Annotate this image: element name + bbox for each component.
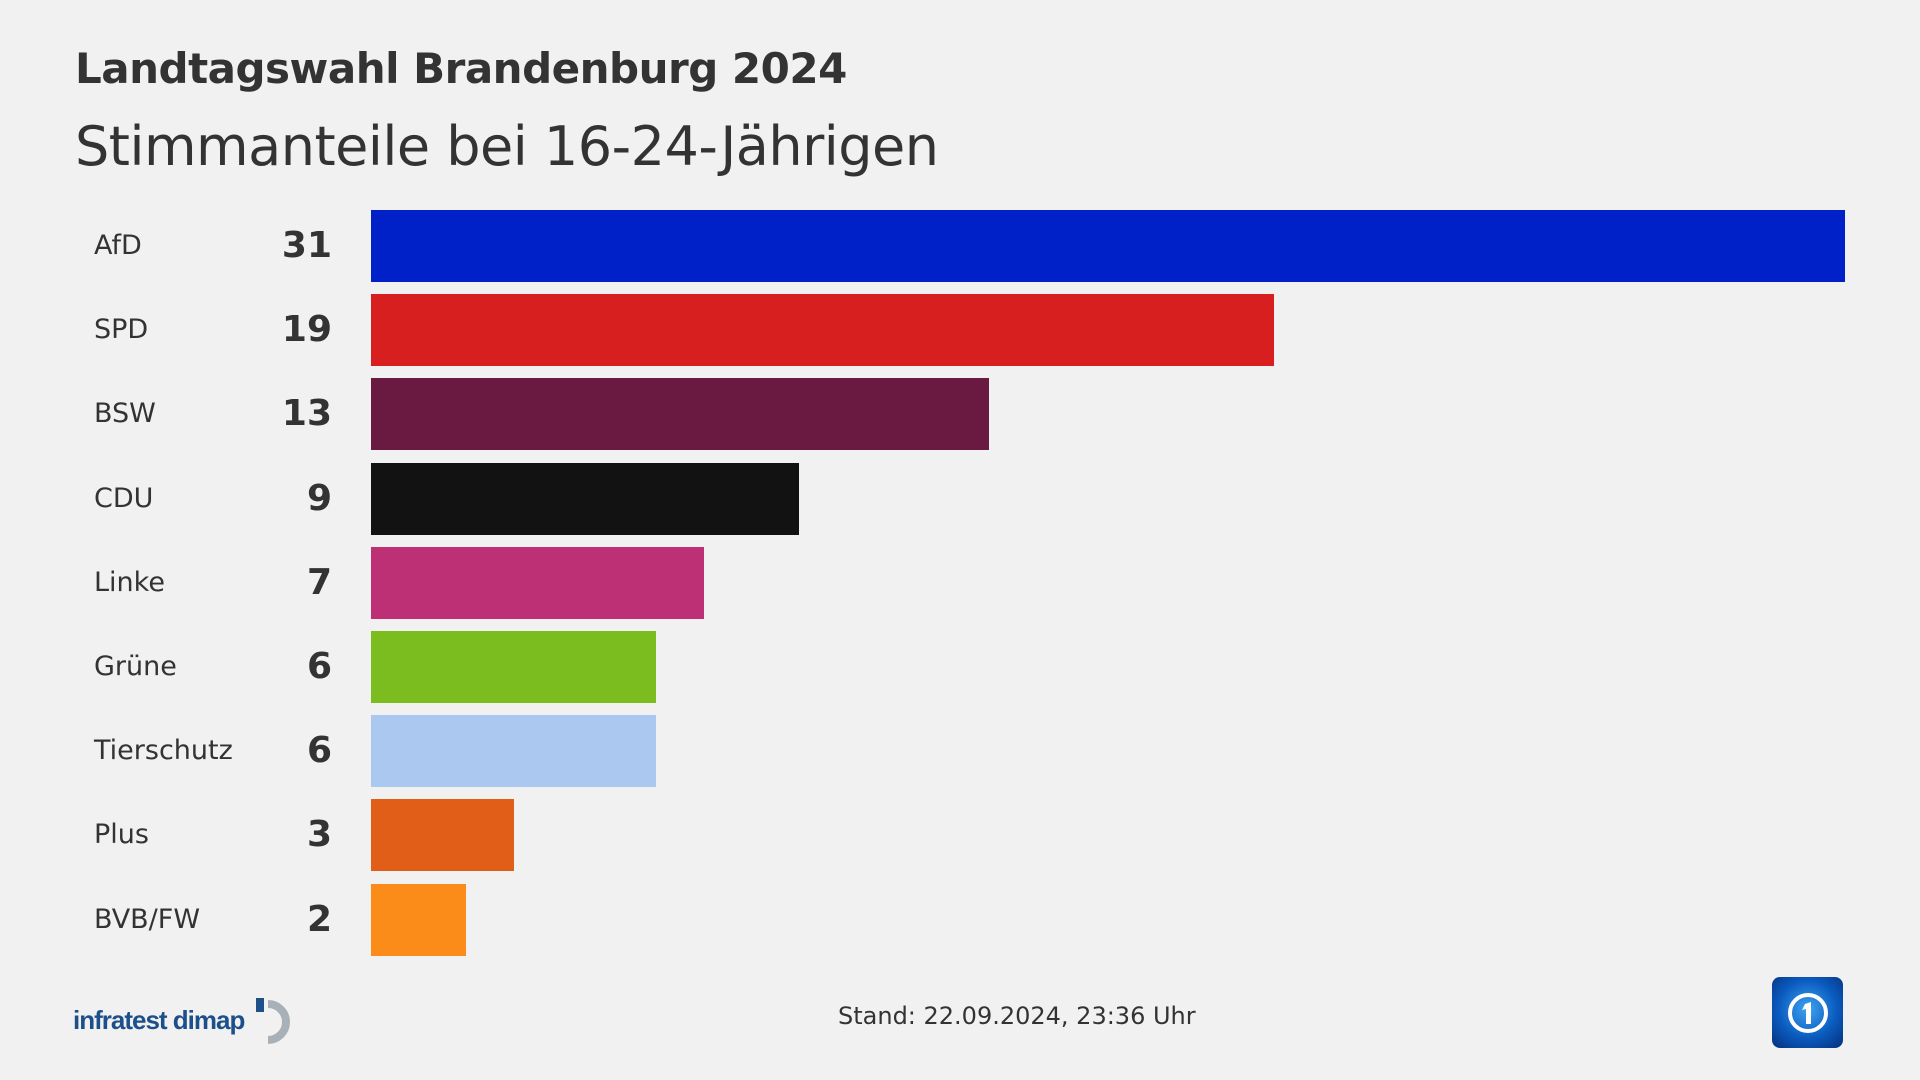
bar-linke [371,546,704,619]
bar-cdu [371,462,799,535]
value-label: 9 [306,477,332,519]
infratest-dimap-icon [256,998,291,1044]
chart-title: Landtagswahl Brandenburg 2024 [75,44,847,93]
category-label: CDU [94,482,154,514]
bar-spd [371,294,1275,367]
category-label: SPD [94,314,149,346]
bar-tierschutz [371,715,657,788]
infratest-dimap-logo: infratest dimap [73,996,300,1044]
category-label: Plus [94,819,149,851]
value-label: 6 [306,730,332,772]
category-label: Grüne [94,651,177,682]
value-label: 31 [281,225,332,266]
bar-bvb-fw [371,883,467,956]
bar-afd [371,210,1845,282]
bar-gr-ne [371,631,657,703]
category-label: BVB/FW [94,903,201,935]
value-label: 6 [306,646,332,687]
value-label: 2 [306,898,332,940]
category-label: Tierschutz [94,735,233,767]
value-label: 19 [281,309,332,351]
value-label: 3 [306,814,332,856]
category-label: BSW [94,398,156,430]
chart-subtitle: Stimmanteile bei 16-24-Jährigen [75,115,939,178]
bar-plus [371,799,514,872]
timestamp: Stand: 22.09.2024, 23:36 Uhr [838,1002,1196,1030]
category-label: Linke [94,566,165,598]
value-label: 13 [281,393,332,435]
logo-text: infratest dimap [73,1004,245,1035]
category-label: AfD [94,230,142,261]
bar-bsw [371,378,990,451]
ard-logo-icon [1772,977,1843,1048]
value-label: 7 [306,561,332,603]
